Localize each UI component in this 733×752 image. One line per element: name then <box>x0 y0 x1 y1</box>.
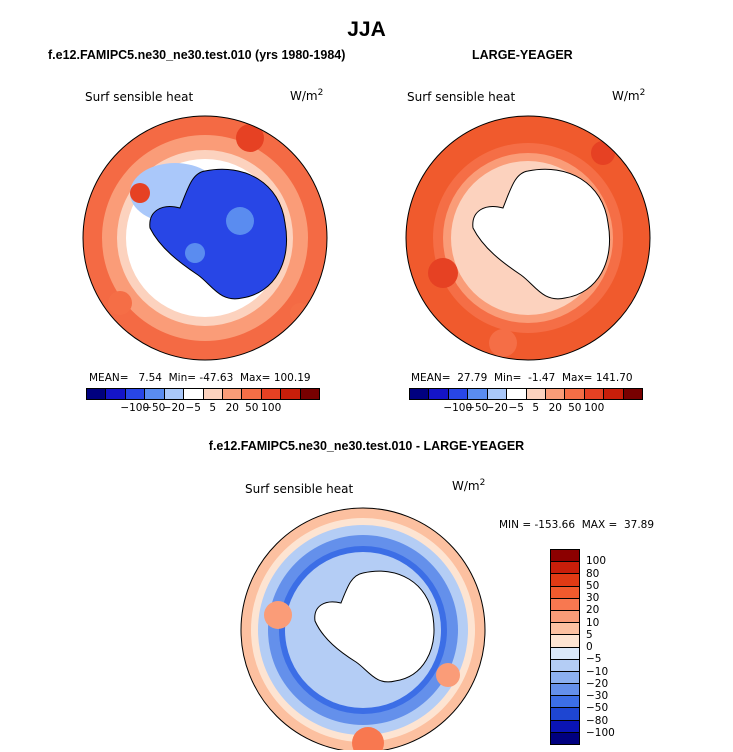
panel2-stats: MEAN= 27.79 Min= -1.47 Max= 141.70 <box>411 372 633 384</box>
diff-colorbar-tick-label: 30 <box>586 592 600 604</box>
panel2-colorbar <box>409 388 643 400</box>
colorbar-tick-label: −5 <box>185 402 201 414</box>
colorbar-tick-label: 20 <box>225 402 239 414</box>
colorbar-swatch <box>584 389 605 399</box>
panel1-stats: MEAN= 7.54 Min= -47.63 Max= 100.19 <box>89 372 311 384</box>
panel3-title: f.e12.FAMIPC5.ne30_ne30.test.010 - LARGE… <box>208 439 525 453</box>
colorbar-tick-label: −20 <box>485 402 508 414</box>
colorbar-swatch <box>281 389 301 399</box>
diff-colorbar-swatch <box>551 610 579 624</box>
colorbar-swatch <box>164 389 185 399</box>
colorbar-tick-label: 20 <box>548 402 562 414</box>
diff-colorbar-swatch <box>551 671 579 685</box>
panel1-colorbar-labels: −100 −50 −20 −5 5 20 50 100 <box>86 402 320 416</box>
diff-colorbar-swatch <box>551 562 579 575</box>
colorbar-tick-label: 100 <box>584 402 605 414</box>
colorbar-swatch <box>507 389 527 399</box>
diff-colorbar-swatch <box>551 574 579 587</box>
panel1-title: f.e12.FAMIPC5.ne30_ne30.test.010 (yrs 19… <box>48 48 346 62</box>
diff-colorbar-tick-label: −100 <box>586 726 615 739</box>
colorbar-tick-label: 50 <box>245 402 259 414</box>
panel1-colorbar <box>86 388 320 400</box>
colorbar-tick-label: −50 <box>143 402 166 414</box>
colorbar-swatch <box>87 389 107 399</box>
colorbar-swatch <box>261 389 282 399</box>
diff-colorbar-swatch <box>551 696 579 709</box>
diff-colorbar-tick-label: −10 <box>586 665 609 678</box>
diff-colorbar-tick-label: −20 <box>586 677 609 690</box>
diff-colorbar-tick-label: 10 <box>586 616 600 629</box>
panel3-variable: Surf sensible heat <box>245 482 354 496</box>
panel3-colorbar <box>550 549 580 745</box>
diff-colorbar-swatch <box>551 623 579 636</box>
panel1-variable: Surf sensible heat <box>85 90 194 104</box>
colorbar-swatch <box>145 389 165 399</box>
diff-colorbar-swatch <box>551 586 579 599</box>
panel2-units: W/m2 <box>612 88 646 103</box>
colorbar-swatch <box>300 389 320 399</box>
diff-colorbar-tick-label: −5 <box>586 653 602 666</box>
colorbar-tick-label: 5 <box>532 402 540 414</box>
colorbar-tick-label: 5 <box>209 402 217 414</box>
colorbar-tick-label: −20 <box>162 402 185 414</box>
diff-colorbar-tick-label: 50 <box>586 579 600 592</box>
panel2-variable: Surf sensible heat <box>407 90 516 104</box>
panel2-title: LARGE-YEAGER <box>472 48 573 62</box>
diff-colorbar-tick-label: 5 <box>586 628 593 641</box>
diff-colorbar-swatch <box>551 598 579 611</box>
colorbar-swatch <box>448 389 469 399</box>
colorbar-swatch <box>623 389 643 399</box>
diff-colorbar-tick-label: 0 <box>586 641 593 653</box>
colorbar-swatch <box>565 389 585 399</box>
colorbar-swatch <box>242 389 262 399</box>
colorbar-swatch <box>468 389 488 399</box>
panel1-map <box>82 115 328 361</box>
diff-colorbar-tick-label: −30 <box>586 690 609 702</box>
colorbar-tick-label: 100 <box>261 402 282 414</box>
diff-colorbar-tick-label: −80 <box>586 714 609 727</box>
diff-colorbar-swatch <box>551 659 579 672</box>
panel3-stats: MIN = -153.66 MAX = 37.89 <box>499 519 655 531</box>
colorbar-tick-label: −100 <box>120 402 150 414</box>
colorbar-swatch <box>429 389 449 399</box>
colorbar-swatch <box>526 389 546 399</box>
main-title: JJA <box>347 18 386 41</box>
panel3-units: W/m2 <box>452 478 486 493</box>
colorbar-swatch <box>604 389 624 399</box>
diff-colorbar-tick-label: 80 <box>586 567 600 580</box>
panel1-units: W/m2 <box>290 88 324 103</box>
colorbar-swatch <box>203 389 223 399</box>
diff-colorbar-swatch <box>551 684 579 697</box>
diff-colorbar-tick-label: 20 <box>586 604 600 617</box>
colorbar-tick-label: 50 <box>568 402 582 414</box>
diff-colorbar-swatch <box>551 720 579 733</box>
panel3-colorbar-labels: 100 80 50 30 20 10 5 0 −5 −10 −20 −30 −50 −80 −100 <box>586 549 626 745</box>
colorbar-swatch <box>487 389 508 399</box>
diff-colorbar-swatch <box>551 635 579 648</box>
panel2-colorbar-labels: −100 −50 −20 −5 5 20 50 100 <box>409 402 643 416</box>
colorbar-swatch <box>125 389 146 399</box>
colorbar-swatch <box>106 389 126 399</box>
colorbar-swatch <box>410 389 430 399</box>
diff-colorbar-swatch <box>551 647 579 660</box>
diff-colorbar-tick-label: −50 <box>586 702 609 715</box>
diff-colorbar-tick-label: 100 <box>586 555 607 568</box>
diff-colorbar-swatch <box>551 550 579 563</box>
colorbar-swatch <box>545 389 566 399</box>
colorbar-swatch <box>184 389 204 399</box>
colorbar-tick-label: −100 <box>443 402 473 414</box>
panel3-map <box>240 507 486 750</box>
colorbar-swatch <box>222 389 243 399</box>
colorbar-tick-label: −5 <box>508 402 524 414</box>
diff-colorbar-swatch <box>551 708 579 721</box>
panel2-map <box>405 115 651 361</box>
colorbar-tick-label: −50 <box>466 402 489 414</box>
diff-colorbar-swatch <box>551 732 579 744</box>
